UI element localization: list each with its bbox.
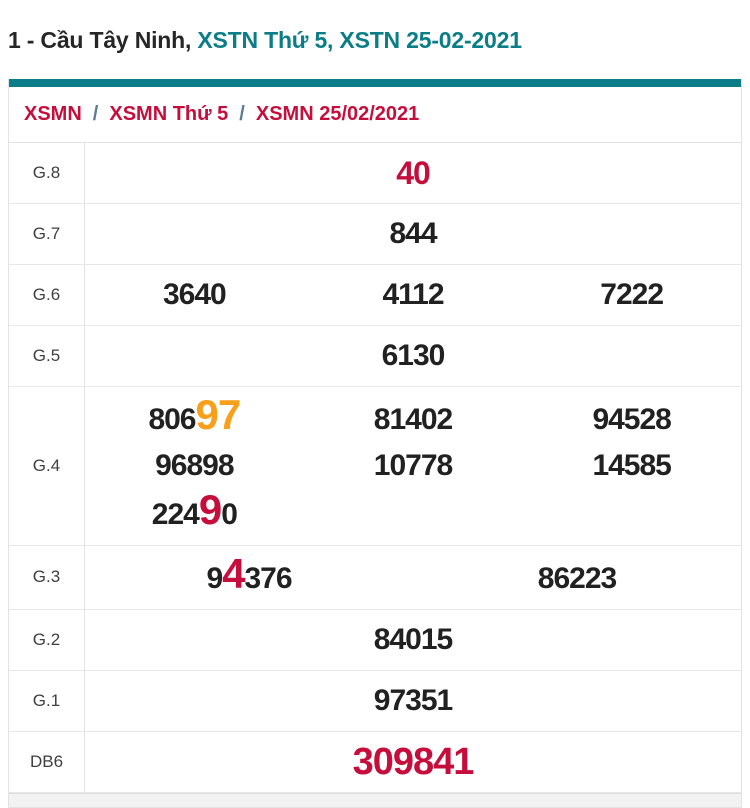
breadcrumb-separator: / <box>92 102 99 125</box>
prize-number: 80697 <box>85 390 304 443</box>
prize-line: 3640 4112 7222 <box>85 272 741 318</box>
prize-number: 97351 <box>85 678 741 724</box>
prize-number: 309841 <box>85 739 741 785</box>
page-title: 1 - Cầu Tây Ninh, XSTN Thứ 5, XSTN 25-02… <box>0 15 750 63</box>
digit-segment: 10778 <box>373 448 453 482</box>
prize-number: 7222 <box>522 272 741 318</box>
prize-values: 80697 81402 94528 96898 10778 14585 22490 <box>85 387 741 545</box>
accent-bar <box>9 78 741 87</box>
prize-number: 22490 <box>85 485 304 538</box>
prize-row: G.5 6130 <box>9 325 741 387</box>
prize-number: 81402 <box>304 397 523 443</box>
digit-segment: 6130 <box>381 338 446 372</box>
breadcrumb-link[interactable]: XSMN <box>24 102 82 125</box>
prize-number: 6130 <box>85 333 741 379</box>
prize-row: DB6 309841 <box>9 731 741 793</box>
results-board: XSMN / XSMN Thứ 5/XSMN 25/02/2021 G.8 40 G.7… <box>8 78 742 808</box>
digit-segment: 81402 <box>373 402 453 436</box>
prize-values: 6130 <box>85 326 741 386</box>
prize-label: G.3 <box>9 545 85 609</box>
prize-line: 6130 <box>85 333 741 379</box>
lottery-page: 1 - Cầu Tây Ninh, XSTN Thứ 5, XSTN 25-02… <box>0 15 750 808</box>
digit-segment: 94528 <box>592 402 671 436</box>
prize-line: 97351 <box>85 678 741 724</box>
prize-row: G.2 84015 <box>9 609 741 671</box>
prize-values: 3640 4112 7222 <box>85 265 741 325</box>
breadcrumb-link[interactable]: XSMN 25/02/2021 <box>255 102 420 125</box>
digit-segment: 96898 <box>155 448 234 482</box>
prize-values: 844 <box>85 204 741 264</box>
prize-number: 96898 <box>85 443 304 489</box>
digit-segment: 3640 <box>162 277 227 311</box>
prize-number: 94376 <box>85 549 413 602</box>
prize-line: 309841 <box>85 739 741 785</box>
digit-segment: 97351 <box>373 683 453 717</box>
prize-label: G.4 <box>9 386 85 545</box>
prize-line: 844 <box>85 211 741 257</box>
prize-row: G.4 80697 81402 94528 96898 10778 14585 22490 <box>9 386 741 546</box>
prize-label: G.1 <box>9 670 85 731</box>
page-title-station: 1 - Cầu Tây Ninh, <box>8 27 198 54</box>
prize-number: 40 <box>85 150 741 196</box>
digit-segment: 224 <box>151 497 200 531</box>
digit-segment: 806 <box>148 402 196 436</box>
prize-values: 84015 <box>85 610 741 670</box>
prize-label: DB6 <box>9 731 85 792</box>
prize-number: 14585 <box>522 443 741 489</box>
prize-line: 94376 86223 <box>85 549 741 602</box>
prize-values: 97351 <box>85 671 741 731</box>
prize-row: G.6 3640 4112 7222 <box>9 264 741 326</box>
next-section-strip <box>9 792 741 807</box>
prize-values: 309841 <box>85 732 741 792</box>
digit-segment: 84015 <box>373 622 453 656</box>
prize-label: G.8 <box>9 142 85 203</box>
prize-row: G.8 40 <box>9 142 741 204</box>
digit-segment: 9 <box>198 485 222 533</box>
prize-number: 10778 <box>304 443 523 489</box>
digit-segment: 4112 <box>382 277 444 311</box>
digit-segment: 14585 <box>592 448 671 482</box>
prize-label: G.7 <box>9 203 85 264</box>
digit-segment: 7222 <box>600 277 664 311</box>
prize-number: 84015 <box>85 617 741 663</box>
breadcrumb-link[interactable]: XSMN Thứ 5 <box>109 102 229 125</box>
prize-line: 40 <box>85 150 741 196</box>
digit-segment: 844 <box>389 216 437 250</box>
results-table: G.8 40 G.7 844 G.6 3640 4112 7222 G.5 6130 G.4 8069… <box>9 142 741 793</box>
digit-segment: 40 <box>396 154 431 191</box>
prize-number: 3640 <box>85 272 304 318</box>
prize-row: G.1 97351 <box>9 670 741 732</box>
prize-number: 4112 <box>304 272 523 318</box>
prize-line: 80697 81402 94528 <box>85 390 741 443</box>
digit-segment: 97 <box>195 390 242 438</box>
page-title-day-link[interactable]: XSTN Thứ 5, <box>197 27 340 54</box>
prize-label: G.5 <box>9 325 85 386</box>
prize-row: G.3 94376 86223 <box>9 545 741 610</box>
breadcrumb: XSMN / XSMN Thứ 5 / XSMN 25/02/2021 <box>9 87 741 143</box>
prize-values: 40 <box>85 143 741 203</box>
prize-label: G.6 <box>9 264 85 325</box>
prize-line: 22490 <box>85 485 741 538</box>
prize-line: 96898 10778 14585 <box>85 443 741 489</box>
digit-segment: 376 <box>244 561 292 595</box>
breadcrumb-separator: / <box>239 102 245 125</box>
digit-segment: 9 <box>206 561 223 595</box>
prize-label: G.2 <box>9 609 85 670</box>
prize-number: 86223 <box>413 556 741 602</box>
prize-number: 844 <box>85 211 741 257</box>
digit-segment: 0 <box>221 497 238 531</box>
prize-row: G.7 844 <box>9 203 741 265</box>
prize-number: 94528 <box>522 397 741 443</box>
digit-segment: 309841 <box>352 740 475 783</box>
digit-segment: 86223 <box>537 561 617 595</box>
digit-segment: 4 <box>222 549 245 597</box>
prize-values: 94376 86223 <box>85 546 741 609</box>
prize-line: 84015 <box>85 617 741 663</box>
page-title-date-link[interactable]: XSTN 25-02-2021 <box>339 27 522 54</box>
